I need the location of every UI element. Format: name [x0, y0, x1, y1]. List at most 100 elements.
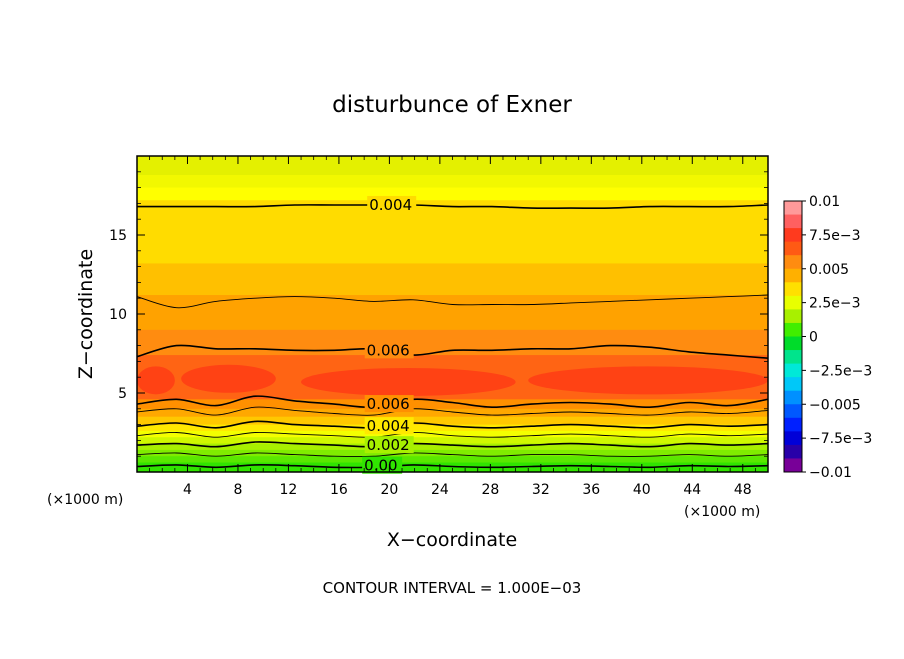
contour-label-1: 0.006	[367, 341, 410, 359]
colorbar-tick-label-8: −0.01	[809, 465, 852, 481]
x-tick-label-10: 44	[683, 482, 701, 498]
band-9	[137, 408, 768, 418]
contour-interval-note: CONTOUR INTERVAL = 1.000E−03	[323, 579, 582, 597]
colorbar-tick-label-0: 0.01	[809, 194, 840, 210]
y-tick-label-1: 10	[109, 307, 127, 323]
colorbar-box-18	[784, 444, 802, 459]
y-axis-ticks: 5 10 15	[109, 171, 768, 457]
colorbar-box-10	[784, 336, 802, 351]
x-tick-label-8: 36	[582, 482, 600, 498]
max-patch-3	[528, 366, 768, 395]
x-tick-label-7: 32	[532, 482, 550, 498]
colorbar-box-7	[784, 295, 802, 310]
contour-label-bg-2	[364, 395, 414, 413]
colorbar-tick-label-3: 2.5e−3	[809, 296, 861, 312]
contour-lines	[137, 204, 768, 469]
contour-line-2	[137, 344, 768, 359]
y-tick-label-0: 5	[118, 386, 127, 402]
x-unit-left: (×1000 m)	[47, 492, 123, 508]
colorbar-box-12	[784, 363, 802, 378]
contour-label-0: 0.004	[369, 196, 412, 214]
contour-label-bg-4	[364, 436, 414, 454]
colorbar-box-17	[784, 431, 802, 446]
contour-line-7	[137, 441, 768, 448]
colorbar-tick-label-5: −2.5e−3	[809, 363, 872, 379]
x-tick-label-0: 4	[183, 482, 192, 498]
colorbar-box-4	[784, 255, 802, 270]
band-3	[137, 200, 768, 265]
colorbar-tick-label-2: 0.005	[809, 262, 849, 278]
colorbar-box-11	[784, 350, 802, 365]
contour-line-5	[137, 420, 768, 429]
colorbar-box-5	[784, 268, 802, 283]
band-6	[137, 329, 768, 356]
x-axis-ticks: 4 8 12 16 20 24 28 32 36 40 44 48	[149, 156, 756, 498]
contour-label-2: 0.006	[367, 395, 410, 413]
colorbar-box-0	[784, 201, 802, 216]
colorbar-box-6	[784, 282, 802, 297]
contour-line-1	[137, 294, 768, 309]
contour-label-bg-0	[367, 195, 417, 213]
x-tick-label-9: 40	[633, 482, 651, 498]
x-tick-label-4: 20	[380, 482, 398, 498]
band-2	[137, 187, 768, 201]
band-4	[137, 263, 768, 296]
y-axis-title: Z−coordinate	[75, 249, 97, 379]
x-tick-label-11: 48	[734, 482, 752, 498]
colorbar-box-16	[784, 417, 802, 432]
contour-label-4: 0.002	[367, 436, 410, 454]
band-11	[137, 424, 768, 432]
colorbar-box-3	[784, 241, 802, 256]
x-unit-right: (×1000 m)	[684, 504, 760, 520]
colorbar-box-1	[784, 214, 802, 229]
contour-line-0	[137, 204, 768, 210]
band-5	[137, 295, 768, 331]
x-tick-label-6: 28	[481, 482, 499, 498]
x-tick-label-2: 12	[280, 482, 298, 498]
colorbar-box-15	[784, 404, 802, 419]
colorbar-box-19	[784, 458, 802, 473]
band-0	[137, 156, 768, 176]
band-1	[137, 174, 768, 189]
x-tick-label-5: 24	[431, 482, 449, 498]
colorbar-ticks: 0.01 7.5e−3 0.005 2.5e−3 0 −2.5e−3 −0.005 −7.5e…	[802, 194, 872, 481]
contour-line-9	[137, 464, 768, 469]
colorbar-box-14	[784, 390, 802, 405]
band-8	[137, 399, 768, 410]
band-13	[137, 437, 768, 445]
y-tick-label-2: 15	[109, 228, 127, 244]
max-patch-2	[301, 367, 516, 396]
x-tick-label-3: 16	[330, 482, 348, 498]
contour-line-6	[137, 431, 768, 438]
colorbar-box-2	[784, 228, 802, 243]
band-15	[137, 449, 768, 457]
colorbar: 0.01 7.5e−3 0.005 2.5e−3 0 −2.5e−3 −0.005 −7.5e…	[783, 194, 872, 481]
colorbar-box-9	[784, 322, 802, 337]
x-tick-label-1: 8	[233, 482, 242, 498]
band-12	[137, 430, 768, 438]
band-10	[137, 416, 768, 426]
contour-line-3	[137, 395, 768, 409]
contour-label-bg-5	[362, 456, 403, 474]
colorbar-box-13	[784, 377, 802, 392]
colorbar-tick-label-7: −7.5e−3	[809, 431, 872, 447]
colorbar-box-8	[784, 309, 802, 324]
x-axis-title: X−coordinate	[387, 529, 517, 551]
colorbar-tick-label-6: −0.005	[809, 397, 861, 413]
max-patch-0	[137, 366, 175, 395]
band-14	[137, 443, 768, 451]
colorbar-boxes	[784, 201, 802, 473]
colorbar-tick-label-1: 7.5e−3	[809, 228, 861, 244]
maximum-patches	[137, 364, 768, 396]
colorbar-tick-label-4: 0	[809, 330, 818, 346]
contour-line-4	[137, 406, 768, 416]
contour-label-3: 0.004	[367, 417, 410, 435]
chart-title: disturbunce of Exner	[332, 92, 572, 118]
contour-label-bg-3	[364, 417, 414, 435]
band-16	[137, 456, 768, 464]
max-patch-1	[181, 364, 276, 393]
contour-label-bg-1	[364, 341, 414, 359]
